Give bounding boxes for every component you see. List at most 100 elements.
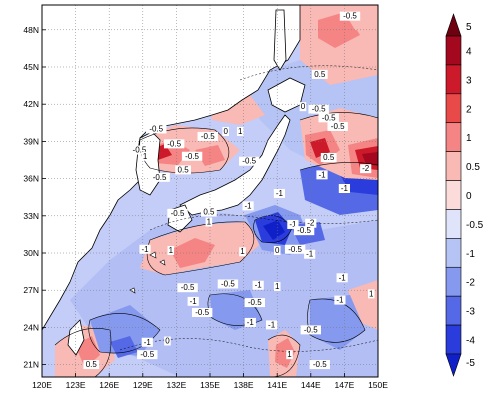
colorbar-label: -0.5 xyxy=(466,220,484,231)
contour-label: 0 xyxy=(223,127,228,136)
colorbar-label: -4 xyxy=(466,336,475,347)
colorbar-band xyxy=(445,238,462,268)
contour-label: -0.5 xyxy=(312,105,326,114)
lat-tick-label: 48N xyxy=(23,25,39,35)
contour-label: -0.5 xyxy=(221,279,235,288)
contour-label: -2 xyxy=(307,219,315,228)
colorbar-band xyxy=(445,295,462,326)
contour-label-bg xyxy=(175,165,192,175)
contour-label-bg xyxy=(300,325,321,335)
contour-label-bg xyxy=(318,113,339,123)
colorbar-band xyxy=(445,64,462,95)
contour-label: -1 xyxy=(306,250,314,259)
contour-label: -2 xyxy=(362,164,370,173)
lon-tick-label: 147E xyxy=(334,380,354,390)
contour-label: -0.5 xyxy=(201,132,215,141)
contour-label-bg xyxy=(327,122,348,131)
lon-tick-label: 144E xyxy=(301,380,321,390)
contour-label: -1 xyxy=(144,338,152,347)
contour-label: -0.5 xyxy=(185,152,199,161)
contour-lines-negative xyxy=(119,65,378,352)
contour-label-bg xyxy=(286,350,293,360)
contour-label: 0 xyxy=(275,246,280,255)
contour-label: -1 xyxy=(276,189,284,198)
contour-label: 1 xyxy=(287,350,292,359)
neg-strong-southwest xyxy=(110,336,138,358)
contour-label: 0.5 xyxy=(314,70,326,79)
contour-label: -0.5 xyxy=(288,245,302,254)
pos-mid-south xyxy=(275,338,295,368)
contour-label-bg xyxy=(244,317,256,327)
contour-label: -0.5 xyxy=(248,298,262,307)
contour-label-bg xyxy=(137,350,158,360)
contour-label: -0.5 xyxy=(322,113,336,122)
contour-label: -1 xyxy=(318,170,326,179)
contour-label-bg xyxy=(320,153,337,162)
contour-label: -1 xyxy=(341,184,349,193)
lat-tick-label: 24N xyxy=(23,322,39,332)
contour-label-bg xyxy=(242,201,254,211)
lon-tick-label: 135E xyxy=(200,380,220,390)
lon-tick-label: 120E xyxy=(32,380,52,390)
contour-label: -0.5 xyxy=(181,283,195,292)
contour-label-bg xyxy=(187,296,199,306)
lat-tick-label: 42N xyxy=(23,99,39,109)
contour-label: 0 xyxy=(165,337,170,346)
contour-label: -0.5 xyxy=(297,226,311,235)
colorbar-label: -3 xyxy=(466,307,475,318)
contour-label: -1 xyxy=(289,220,297,229)
contour-label-bg xyxy=(163,139,185,149)
contour-label-bg xyxy=(191,308,213,317)
contour-label: -0.5 xyxy=(153,173,167,182)
colorbar-label: 2 xyxy=(466,104,472,115)
pos-core-kuril xyxy=(362,152,378,166)
lon-tick-label: 126E xyxy=(99,380,119,390)
contour-label: 0.5 xyxy=(86,360,98,369)
contour-label-bg xyxy=(141,151,149,161)
contour-label: -0.5 xyxy=(149,124,163,133)
colorbar-band xyxy=(445,266,462,297)
contour-label-layer: -0.5-0.5-0.5-0.5-0.5-0.50110.5-0.5-0.510… xyxy=(83,12,375,370)
contour-label-bg xyxy=(167,208,188,218)
contour-label: 1 xyxy=(369,289,374,298)
colorbar-label: 0 xyxy=(466,191,472,202)
contour-label-bg xyxy=(239,156,260,166)
contour-label-bg xyxy=(273,246,281,255)
contour-label: -1 xyxy=(190,297,198,306)
colorbar-label: -5 xyxy=(466,358,475,369)
contour-label-bg xyxy=(367,289,375,299)
contour-label-bg xyxy=(83,360,100,370)
contour-label-bg xyxy=(311,69,328,79)
contour-label-bg xyxy=(266,320,278,330)
contour-label-bg xyxy=(308,104,329,114)
contour-label-bg xyxy=(217,279,239,289)
lon-tick-label: 123E xyxy=(66,380,86,390)
contour-label: -1 xyxy=(141,245,149,254)
lat-tick-label: 30N xyxy=(23,248,39,258)
neg-mid-southeast xyxy=(310,295,365,350)
contour-label: -1 xyxy=(247,318,255,327)
colorbar-label: 0.5 xyxy=(466,162,480,173)
contour-label: -1 xyxy=(268,320,276,329)
colorbar-band xyxy=(445,35,462,66)
contour-label: 1 xyxy=(169,246,174,255)
lon-tick-label: 129E xyxy=(133,380,153,390)
colorbar-label: 4 xyxy=(466,46,472,57)
contour-label-bg xyxy=(239,247,246,257)
contour-label-bg xyxy=(299,102,307,112)
colorbar-label: -2 xyxy=(466,278,475,289)
contour-label-bg xyxy=(284,244,306,254)
lon-tick-label: 132E xyxy=(166,380,186,390)
colorbar-label: 1 xyxy=(466,133,472,144)
contour-label-bg xyxy=(273,188,286,198)
land-taiwan xyxy=(67,319,85,356)
contour-label-bg xyxy=(316,170,328,180)
colorbar-band xyxy=(445,93,462,124)
contour-label-bg xyxy=(167,246,175,255)
colorbar: 5 4 3 2 1 0.5 0 -0.5 -1 -2 -3 -4 -5 xyxy=(445,13,484,377)
contour-label: -1 xyxy=(255,281,263,290)
contour-label-bg xyxy=(304,249,316,259)
contour-label-bg xyxy=(305,218,317,228)
contour-label-bg xyxy=(252,280,264,290)
lat-tick-label: 45N xyxy=(23,62,39,72)
